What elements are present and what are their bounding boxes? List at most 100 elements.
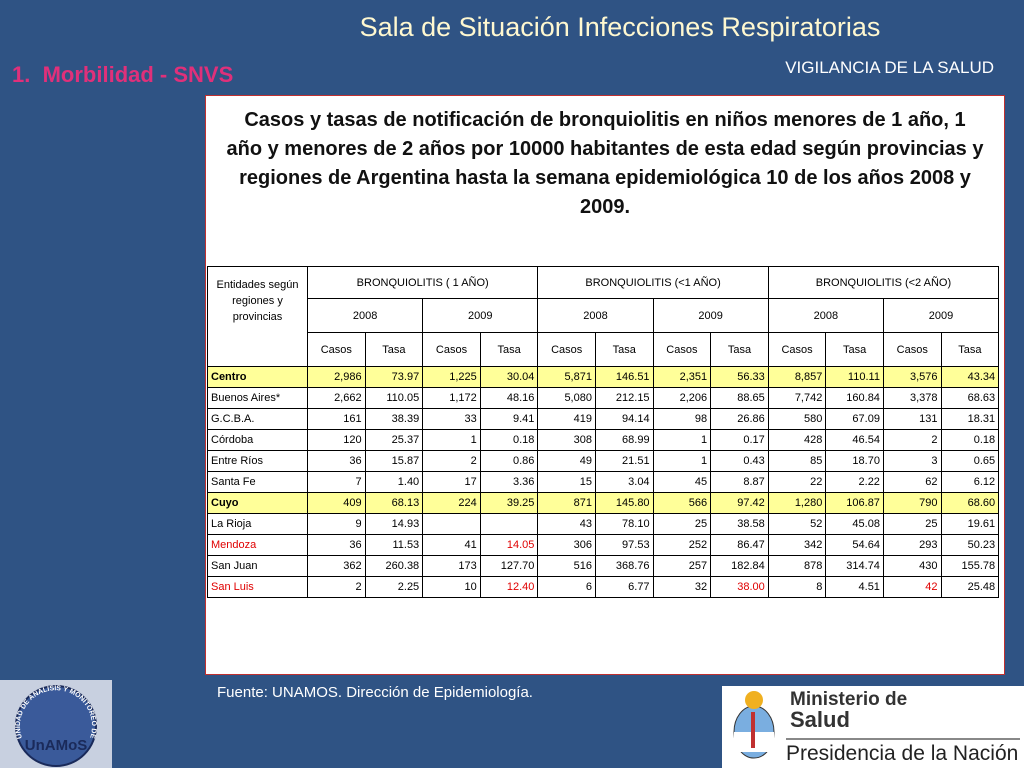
cell: 212.15 [594,387,654,409]
cell: 257 [652,555,712,577]
cell: 0.17 [710,429,769,451]
ministry-line1: Ministerio de [790,689,908,710]
cell: 6.12 [940,471,1000,493]
cell: 6 [537,576,596,598]
section-heading: 1. Morbilidad - SNVS [12,62,242,88]
cell: 5,871 [537,366,596,388]
ministry-logo: Ministerio de Salud Presidencia de la Nac… [722,686,1024,768]
cell: 0.86 [479,450,539,472]
cell: 1 [652,450,712,472]
cell: 41 [422,534,481,556]
cell: 46.54 [825,429,884,451]
source-note: Fuente: UNAMOS. Dirección de Epidemiolog… [217,684,533,701]
cell: 428 [767,429,827,451]
header-row: 2008 2009 2008 2009 2008 2009 [208,298,1000,333]
cell: 62 [882,471,942,493]
cell: 45.08 [825,513,884,535]
pike [751,712,755,748]
cell: 566 [652,492,712,514]
cell: 73.97 [364,366,424,388]
slide-subtitle: VIGILANCIA DE LA SALUD [785,58,994,77]
cell: 1,172 [422,387,481,409]
measure-header: Tasa [364,332,424,367]
row-label: Mendoza [207,534,308,556]
year-header: 2009 [652,298,769,333]
cell: 18.31 [940,408,1000,430]
cell: 68.63 [940,387,1000,409]
cell: 1,225 [422,366,481,388]
sun [745,691,763,709]
cell: 110.05 [364,387,424,409]
group-header: BRONQUIOLITIS (<1 AÑO) [537,266,769,299]
measure-header: Tasa [479,332,539,367]
cell: 49 [537,450,596,472]
cell: 516 [537,555,596,577]
section-label: Morbilidad - SNVS [42,62,234,87]
measure-header: Tasa [825,332,884,367]
cell: 78.10 [594,513,654,535]
data-row: G.C.B.A. 161 38.39 33 9.41 419 94.14 98 26.86 580… [207,408,1000,430]
cell: 68.99 [594,429,654,451]
measure-header: Casos [767,332,827,367]
logo-ring [15,685,97,767]
cell: 362 [307,555,366,577]
year-header: 2009 [882,298,1000,333]
cell: 9.41 [479,408,539,430]
cell: 11.53 [364,534,424,556]
data-row: San Juan 362 260.38 173 127.70 516 368.76 257 18… [207,555,1000,577]
data-row: La Rioja 9 14.93 43 78.10 25 38.58 52 45.08 25 19.… [207,513,1000,535]
cell: 18.70 [825,450,884,472]
header-row: Casos Tasa Casos Tasa Casos Tasa Casos Tasa Caso… [208,332,1000,367]
cell: 12.40 [479,576,539,598]
cell: 14.05 [479,534,539,556]
row-label: Buenos Aires* [207,387,308,409]
cell: 871 [537,492,596,514]
cell: 68.60 [940,492,1000,514]
group-header: BRONQUIOLITIS ( 1 AÑO) [306,266,539,299]
cell: 85 [767,450,827,472]
cell: 25.48 [940,576,1000,598]
cell: 0.18 [940,429,1000,451]
cell: 39.25 [479,492,539,514]
cell: 8 [767,576,827,598]
header-row: Entidades según regiones y provincias BRO… [207,266,1000,367]
cell: 2.25 [364,576,424,598]
cell: 1 [422,429,481,451]
measure-header: Tasa [594,332,654,367]
cell: 15 [537,471,596,493]
year-header: 2009 [422,298,539,333]
cell [422,513,481,535]
cell: 145.80 [594,492,654,514]
measure-header: Tasa [940,332,1000,367]
cell: 8.87 [710,471,769,493]
cell: 0.18 [479,429,539,451]
data-row: Buenos Aires* 2,662 110.05 1,172 48.16 5,080 2… [207,387,1000,409]
cell: 22 [767,471,827,493]
cell: 19.61 [940,513,1000,535]
cell: 38.58 [710,513,769,535]
cell: 14.93 [364,513,424,535]
measure-header: Casos [652,332,712,367]
coat-of-arms [733,691,775,759]
cell: 43.34 [940,366,1000,388]
cell: 25 [882,513,942,535]
measure-header: Casos [537,332,596,367]
cell: 50.23 [940,534,1000,556]
year-header: 2008 [537,298,654,333]
row-label: Santa Fe [207,471,308,493]
cell: 260.38 [364,555,424,577]
cell: 5,080 [537,387,596,409]
unamos-logo: UNIDAD DE ANALISIS Y MONITOREO DE LA SAL… [0,680,112,768]
cell: 2,986 [307,366,366,388]
cell: 4.51 [825,576,884,598]
cell: 54.64 [825,534,884,556]
cell: 3 [882,450,942,472]
cell: 2 [422,450,481,472]
cell: 409 [307,492,366,514]
cell: 2,206 [652,387,712,409]
data-row: San Luis 2 2.25 10 12.40 6 6.77 32 38.00 8 4.51 42 2… [207,576,1000,598]
table-caption: Casos y tasas de notificación de bronqui… [226,109,984,218]
cell: 68.13 [364,492,424,514]
cell: 182.84 [710,555,769,577]
